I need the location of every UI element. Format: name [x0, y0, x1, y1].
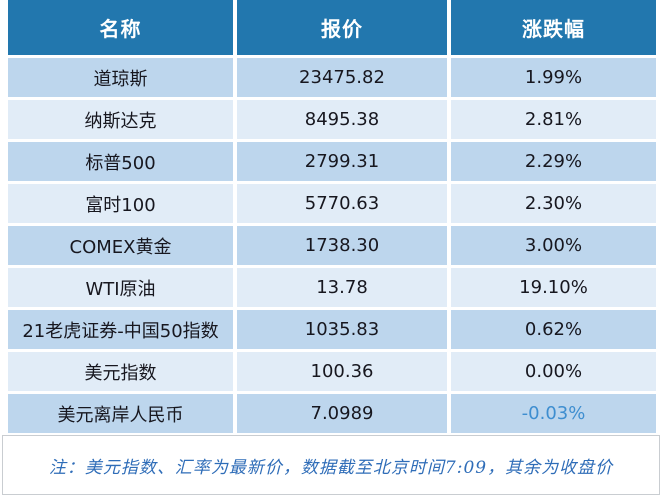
change-cell: 1.99% — [451, 58, 656, 97]
price-cell: 23475.82 — [237, 58, 447, 97]
change-cell: 3.00% — [451, 226, 656, 265]
price-cell: 13.78 — [237, 268, 447, 307]
change-cell: 0.00% — [451, 352, 656, 391]
footnote-text: 注：美元指数、汇率为最新价，数据截至北京时间7:09，其余为收盘价 — [48, 457, 614, 478]
price-cell: 1035.83 — [237, 310, 447, 349]
market-quotes-table: 名称 报价 涨跌幅 道琼斯 23475.82 1.99% 纳斯达克 8495.3… — [8, 0, 656, 433]
price-cell: 7.0989 — [237, 394, 447, 433]
name-cell: COMEX黄金 — [8, 226, 233, 265]
name-cell: 道琼斯 — [8, 58, 233, 97]
name-cell: 21老虎证券-中国50指数 — [8, 310, 233, 349]
change-cell: 2.30% — [451, 184, 656, 223]
change-cell: 0.62% — [451, 310, 656, 349]
price-cell: 1738.30 — [237, 226, 447, 265]
name-cell: 标普500 — [8, 142, 233, 181]
name-cell: 美元离岸人民币 — [8, 394, 233, 433]
change-cell: 19.10% — [451, 268, 656, 307]
column-header-price: 报价 — [237, 0, 447, 55]
name-cell: 美元指数 — [8, 352, 233, 391]
name-cell: 纳斯达克 — [8, 100, 233, 139]
change-cell: 2.29% — [451, 142, 656, 181]
price-cell: 5770.63 — [237, 184, 447, 223]
footnote-box: 注：美元指数、汇率为最新价，数据截至北京时间7:09，其余为收盘价 — [2, 435, 660, 495]
change-cell-negative: -0.03% — [451, 394, 656, 433]
price-cell: 8495.38 — [237, 100, 447, 139]
price-cell: 100.36 — [237, 352, 447, 391]
price-cell: 2799.31 — [237, 142, 447, 181]
name-cell: 富时100 — [8, 184, 233, 223]
column-header-change: 涨跌幅 — [451, 0, 656, 55]
column-header-name: 名称 — [8, 0, 233, 55]
name-cell: WTI原油 — [8, 268, 233, 307]
change-cell: 2.81% — [451, 100, 656, 139]
